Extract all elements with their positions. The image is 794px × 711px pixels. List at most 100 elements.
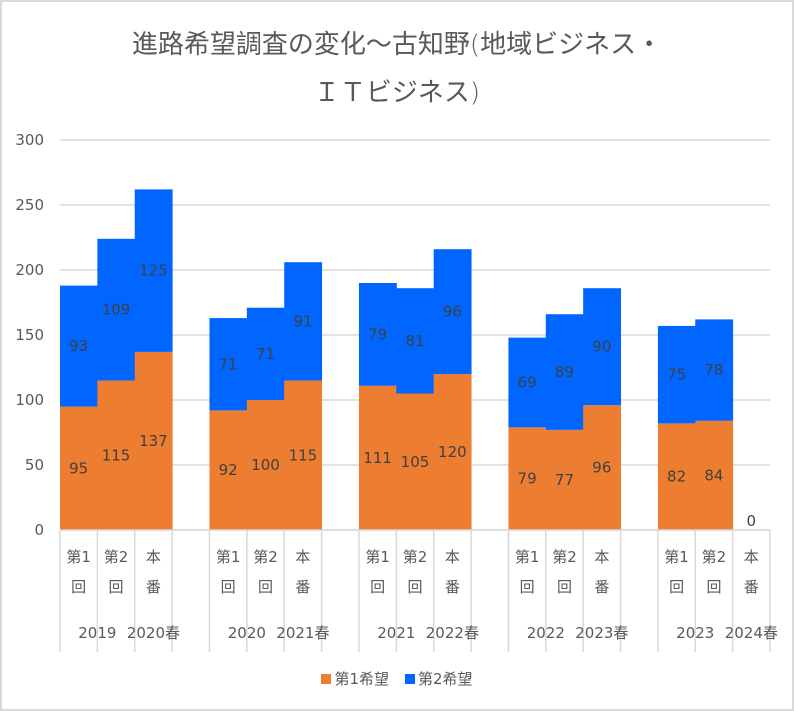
data-label: 96 — [592, 459, 611, 477]
bar-segment-1 — [134, 351, 173, 530]
x-category-label: 本 — [594, 548, 609, 566]
x-category-label: 本 — [146, 548, 161, 566]
x-category-label: 回 — [557, 578, 572, 596]
bar-segment-1 — [284, 380, 323, 530]
x-category-label: 第2 — [253, 548, 278, 566]
data-label: 77 — [555, 471, 574, 489]
data-label: 89 — [555, 363, 574, 381]
data-label: 71 — [256, 345, 275, 363]
x-category-label: 本 — [295, 548, 310, 566]
y-axis-ticks: 0 50 100 150 200 250 300 — [15, 131, 44, 539]
bar-segment-1 — [695, 420, 734, 530]
x-group-label: 2019 — [78, 624, 116, 642]
bar-segment-2 — [508, 337, 547, 428]
data-label: 78 — [704, 361, 723, 379]
y-tick-label: 300 — [15, 131, 44, 149]
bar-segment-2 — [246, 307, 285, 400]
data-label: 92 — [219, 461, 238, 479]
bars — [60, 189, 734, 530]
data-label: 84 — [704, 466, 723, 484]
x-category-label: 回 — [520, 578, 535, 596]
data-label: 105 — [401, 453, 430, 471]
x-group-label: 2020春 — [127, 624, 180, 642]
data-label: 115 — [289, 446, 318, 464]
y-tick-label: 150 — [15, 326, 44, 344]
data-label: 125 — [139, 262, 168, 280]
data-label: 93 — [69, 337, 88, 355]
x-category-label: 回 — [71, 578, 86, 596]
x-category-label: 第2 — [552, 548, 577, 566]
legend-label-series-2: 第2希望 — [418, 670, 473, 688]
y-tick-label: 0 — [34, 521, 44, 539]
data-label: 96 — [443, 303, 462, 321]
data-label: 115 — [102, 446, 131, 464]
data-label: 75 — [667, 366, 686, 384]
x-axis: 第1回第2回本番第1回第2回本番第1回第2回本番第1回第2回本番第1回第2回本番… — [59, 529, 778, 652]
bar-segment-1 — [60, 406, 98, 530]
y-tick-label: 250 — [15, 196, 44, 214]
data-label: 109 — [102, 301, 131, 319]
data-label: 0 — [747, 512, 757, 530]
data-label: 69 — [518, 373, 537, 391]
data-label: 90 — [592, 338, 611, 356]
legend-swatch-series-2 — [405, 673, 415, 684]
bar-segment-2 — [284, 262, 323, 381]
bar-segment-1 — [545, 429, 584, 530]
y-tick-label: 100 — [15, 391, 44, 409]
bar-segment-1 — [358, 385, 397, 530]
data-label: 79 — [518, 470, 537, 488]
x-category-label: 本 — [744, 548, 759, 566]
x-category-label: 番 — [744, 578, 759, 596]
data-label: 91 — [293, 312, 312, 330]
bar-segment-2 — [545, 314, 584, 430]
chart-title-line-1: 進路希望調査の変化～古知野(地域ビジネス・ — [131, 30, 663, 60]
bar-segment-1 — [246, 400, 285, 530]
x-category-label: 回 — [370, 578, 385, 596]
x-category-label: 番 — [594, 578, 609, 596]
x-group-label: 2023春 — [575, 624, 628, 642]
x-category-label: 回 — [221, 578, 236, 596]
data-label: 100 — [251, 456, 280, 474]
x-category-label: 回 — [258, 578, 273, 596]
bar-segment-2 — [433, 249, 472, 374]
data-label: 79 — [368, 325, 387, 343]
legend: 第1希望 第2希望 — [0, 668, 794, 689]
x-category-label: 回 — [706, 578, 721, 596]
chart-title-line-2: ＩＴビジネス) — [313, 78, 481, 108]
bar-segment-1 — [583, 405, 622, 530]
x-category-label: 回 — [669, 578, 684, 596]
data-label: 95 — [69, 459, 88, 477]
x-category-label: 回 — [407, 578, 422, 596]
legend-item-series-1[interactable]: 第1希望 — [321, 668, 389, 689]
x-group-label: 2024春 — [725, 624, 778, 642]
x-category-label: 第1 — [216, 548, 241, 566]
data-label: 137 — [139, 432, 168, 450]
x-category-label: 番 — [445, 578, 460, 596]
bar-segment-1 — [508, 427, 547, 530]
bar-segment-2 — [657, 325, 696, 424]
data-label: 71 — [219, 355, 238, 373]
bar-segment-2 — [583, 288, 622, 406]
x-group-label: 2022春 — [426, 624, 479, 642]
data-label: 81 — [405, 332, 424, 350]
bar-segment-2 — [134, 189, 173, 352]
x-category-label: 第1 — [66, 548, 91, 566]
data-labels: 95 93 115 109 137 125 92 71 100 71 115 91 111 79 105 81… — [69, 262, 756, 530]
x-group-label: 2020 — [228, 624, 266, 642]
bar-segment-1 — [97, 380, 136, 530]
x-group-label: 2021春 — [276, 624, 329, 642]
data-label: 120 — [438, 443, 467, 461]
bar-segment-2 — [60, 285, 98, 407]
x-group-label: 2021 — [377, 624, 415, 642]
legend-item-series-2[interactable]: 第2希望 — [405, 668, 473, 689]
bar-segment-1 — [209, 410, 248, 530]
x-category-label: 番 — [295, 578, 310, 596]
y-tick-label: 200 — [15, 261, 44, 279]
bar-segment-2 — [358, 283, 397, 386]
data-label: 82 — [667, 468, 686, 486]
x-category-label: 第1 — [365, 548, 390, 566]
legend-label-series-1: 第1希望 — [334, 670, 389, 688]
x-category-label: 第2 — [104, 548, 129, 566]
x-category-label: 回 — [109, 578, 124, 596]
